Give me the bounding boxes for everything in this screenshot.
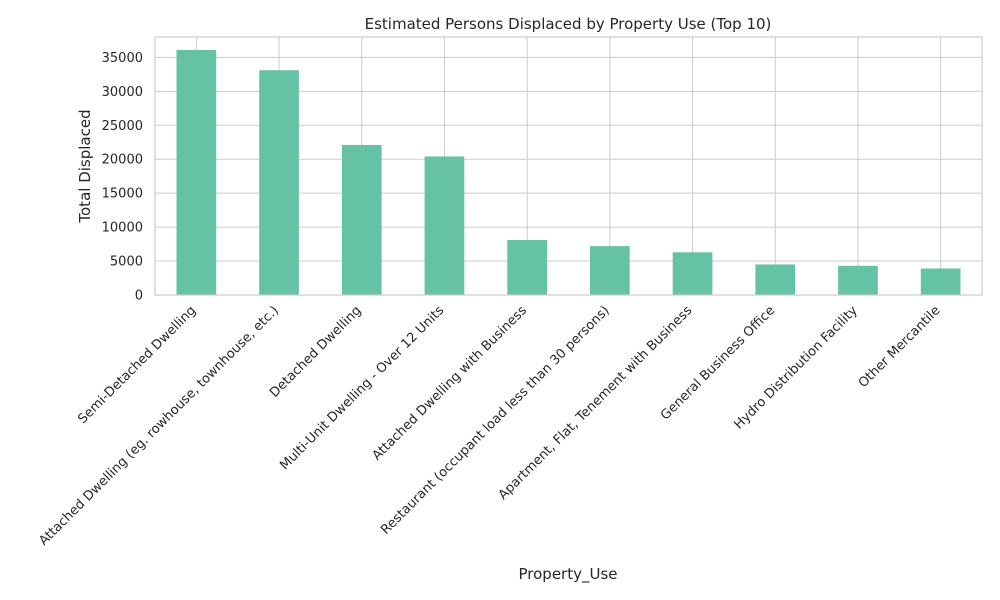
plot-frame — [154, 36, 983, 296]
y-tick-label: 0 — [135, 289, 143, 304]
x-tick-label: Multi-Unit Dwelling - Over 12 Units — [277, 303, 447, 473]
x-axis-label: Property_Use — [519, 565, 618, 584]
bars — [176, 49, 961, 296]
bar — [920, 268, 961, 295]
bar — [341, 144, 382, 295]
bar — [176, 49, 217, 296]
x-tick-label: Other Mercantile — [856, 303, 944, 391]
x-tick-label: Apartment, Flat, Tenement with Business — [496, 303, 696, 503]
bar — [424, 156, 465, 295]
x-tick-label: Detached Dwelling — [267, 303, 364, 400]
y-tick-label: 20000 — [102, 153, 143, 168]
bar — [507, 240, 547, 295]
x-tick-label: Attached Dwelling with Business — [370, 303, 530, 463]
y-tick-label: 30000 — [102, 85, 143, 100]
y-tick-label: 25000 — [102, 119, 143, 134]
y-axis-label: Total Displaced — [76, 109, 94, 223]
y-tick-label: 10000 — [102, 221, 143, 236]
bar — [838, 265, 878, 295]
y-tick-labels: 0 5000 10000 15000 20000 25000 30000 35000 — [102, 51, 143, 304]
y-tick-label: 5000 — [110, 255, 143, 270]
chart-title: Estimated Persons Displaced by Property … — [365, 15, 772, 33]
y-tick-label: 15000 — [102, 187, 143, 202]
bar — [755, 264, 796, 295]
bar — [259, 70, 299, 295]
bar — [672, 252, 713, 295]
y-tick-label: 35000 — [102, 51, 143, 66]
bar — [590, 246, 630, 295]
